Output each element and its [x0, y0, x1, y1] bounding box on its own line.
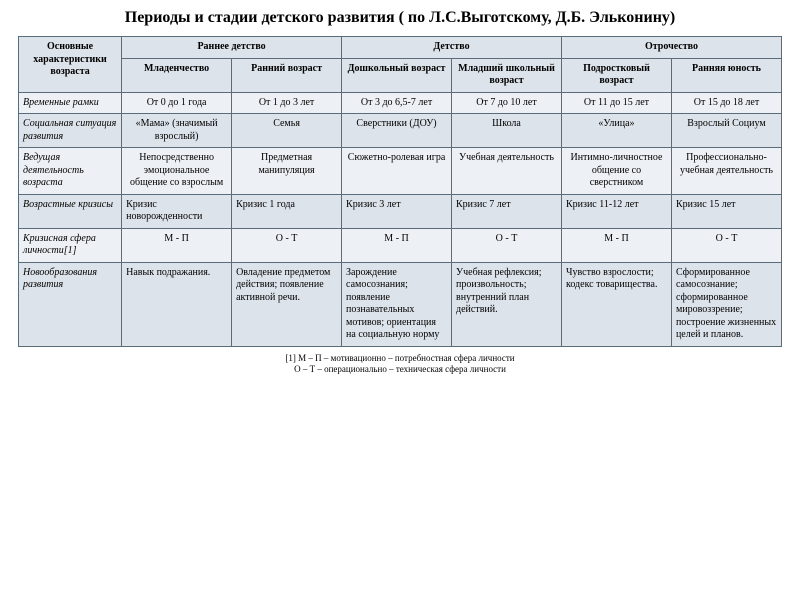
sub-header-5: Ранняя юность: [671, 58, 781, 92]
group-header-2: Отрочество: [561, 37, 781, 59]
table-cell: М - П: [561, 228, 671, 262]
table-row: Временные рамкиОт 0 до 1 годаОт 1 до 3 л…: [19, 92, 782, 114]
row-label: Возрастные кризисы: [19, 194, 122, 228]
table-cell: От 3 до 6,5-7 лет: [342, 92, 452, 114]
table-cell: «Улица»: [561, 114, 671, 148]
table-cell: От 15 до 18 лет: [671, 92, 781, 114]
table-cell: Сверстники (ДОУ): [342, 114, 452, 148]
sub-header-2: Дошкольный возраст: [342, 58, 452, 92]
table-cell: Интимно-личностное общение со сверстнико…: [561, 148, 671, 195]
table-cell: Предметная манипуляция: [232, 148, 342, 195]
table-cell: М - П: [342, 228, 452, 262]
sub-header-1: Ранний возраст: [232, 58, 342, 92]
sub-header-3: Младший школьный возраст: [452, 58, 562, 92]
footnote-line-2: О – Т – операционально – техническая сфе…: [294, 364, 506, 374]
footnote-line-1: [1] М – П – мотивационно – потребностная…: [285, 353, 514, 363]
table-cell: Чувство взрослости; кодекс товарищества.: [561, 262, 671, 346]
slide: Периоды и стадии детского развития ( по …: [0, 0, 800, 600]
table-cell: Учебная деятельность: [452, 148, 562, 195]
table-cell: О - Т: [232, 228, 342, 262]
table-cell: Учебная рефлексия; произвольность; внутр…: [452, 262, 562, 346]
table-row: Ведущая деятельность возрастаНепосредств…: [19, 148, 782, 195]
row-label: Кризисная сфера личности[1]: [19, 228, 122, 262]
table-cell: Семья: [232, 114, 342, 148]
header-row-1: Основные характеристики возраста Раннее …: [19, 37, 782, 59]
table-cell: Кризис 11-12 лет: [561, 194, 671, 228]
table-cell: От 11 до 15 лет: [561, 92, 671, 114]
row-label: Временные рамки: [19, 92, 122, 114]
table-cell: От 7 до 10 лет: [452, 92, 562, 114]
table-cell: «Мама» (значимый взрослый): [122, 114, 232, 148]
row-label: Новообразования развития: [19, 262, 122, 346]
table-row: Новообразования развитияНавык подражания…: [19, 262, 782, 346]
row-label: Ведущая деятельность возраста: [19, 148, 122, 195]
table-cell: Кризис 7 лет: [452, 194, 562, 228]
table-row: Возрастные кризисыКризис новорожденности…: [19, 194, 782, 228]
footnote: [1] М – П – мотивационно – потребностная…: [18, 353, 782, 376]
table-row: Социальная ситуация развития«Мама» (знач…: [19, 114, 782, 148]
row-label: Социальная ситуация развития: [19, 114, 122, 148]
group-header-0: Раннее детство: [122, 37, 342, 59]
table-cell: О - Т: [671, 228, 781, 262]
table-cell: Непосредственно эмоциональное общение со…: [122, 148, 232, 195]
table-body: Временные рамкиОт 0 до 1 годаОт 1 до 3 л…: [19, 92, 782, 346]
table-cell: Взрослый Социум: [671, 114, 781, 148]
table-cell: Кризис 3 лет: [342, 194, 452, 228]
table-cell: М - П: [122, 228, 232, 262]
table-cell: Школа: [452, 114, 562, 148]
header-row-2: Младенчество Ранний возраст Дошкольный в…: [19, 58, 782, 92]
table-cell: От 1 до 3 лет: [232, 92, 342, 114]
table-cell: Кризис 15 лет: [671, 194, 781, 228]
table-row: Кризисная сфера личности[1]М - ПО - ТМ -…: [19, 228, 782, 262]
table-cell: От 0 до 1 года: [122, 92, 232, 114]
table-cell: Профессионально-учебная деятельность: [671, 148, 781, 195]
sub-header-0: Младенчество: [122, 58, 232, 92]
table-cell: Сформированное самосознание; сформирован…: [671, 262, 781, 346]
table-cell: Навык подражания.: [122, 262, 232, 346]
page-title: Периоды и стадии детского развития ( по …: [18, 8, 782, 28]
table-cell: Кризис новорожденности: [122, 194, 232, 228]
group-header-1: Детство: [342, 37, 562, 59]
table-cell: Кризис 1 года: [232, 194, 342, 228]
table-cell: О - Т: [452, 228, 562, 262]
sub-header-4: Подростковый возраст: [561, 58, 671, 92]
corner-header: Основные характеристики возраста: [19, 37, 122, 93]
table-cell: Сюжетно-ролевая игра: [342, 148, 452, 195]
table-cell: Зарождение самосознания; появление позна…: [342, 262, 452, 346]
table-cell: Овладение предметом действия; появление …: [232, 262, 342, 346]
dev-stages-table: Основные характеристики возраста Раннее …: [18, 36, 782, 347]
